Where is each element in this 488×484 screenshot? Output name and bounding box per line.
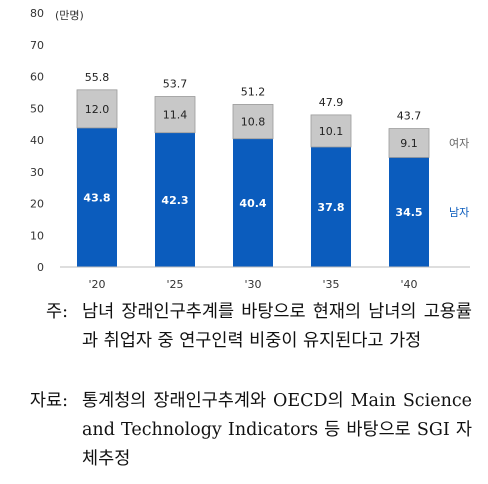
source-text: 통계청의 장래인구추계와 OECD의 Main Science and Tech… — [82, 391, 472, 469]
bar-male — [155, 132, 195, 267]
bar-male — [233, 138, 273, 267]
data-label-female: 11.4 — [163, 109, 188, 122]
data-label-total: 53.7 — [163, 78, 188, 91]
x-tick-label: '40 — [400, 278, 417, 291]
data-label-male: 40.4 — [239, 197, 266, 210]
data-label-total: 47.9 — [319, 96, 344, 109]
bar-male — [389, 157, 429, 267]
y-tick-label: 0 — [37, 261, 44, 274]
y-axis: 0 10 20 30 40 50 60 70 80 — [30, 7, 44, 274]
y-tick-label: 40 — [30, 134, 44, 147]
y-tick-label: 80 — [30, 7, 44, 20]
y-tick-label: 50 — [30, 102, 44, 115]
bar-female — [310, 114, 352, 148]
data-label-male: 43.8 — [83, 191, 110, 204]
legend-male: 남자 — [449, 206, 469, 219]
note-label: 주: — [46, 302, 68, 322]
data-label-female: 10.1 — [319, 125, 344, 138]
note-text: 남녀 장래인구추계를 바탕으로 현재의 남녀의 고용률과 취업자 중 연구인력 … — [82, 302, 472, 351]
data-label-total: 55.8 — [85, 71, 110, 84]
bar-female — [76, 89, 118, 129]
x-axis: '20 '25 '30 '35 '40 — [60, 266, 470, 291]
x-tick-label: '30 — [244, 278, 261, 291]
data-label-total: 51.2 — [241, 85, 266, 98]
data-label-male: 37.8 — [317, 201, 344, 214]
data-label-male: 34.5 — [395, 206, 422, 219]
data-label-total: 43.7 — [397, 110, 422, 123]
x-tick-label: '35 — [322, 278, 339, 291]
bar-female — [232, 104, 274, 140]
y-tick-label: 10 — [30, 229, 44, 242]
data-label-female: 9.1 — [400, 137, 418, 150]
y-tick-label: 20 — [30, 198, 44, 211]
bars: 43.8 12.0 55.8 42.3 11.4 53.7 40.4 10.8 51.2 37.8… — [76, 71, 430, 267]
y-tick-label: 70 — [30, 39, 44, 52]
data-label-female: 12.0 — [85, 103, 110, 116]
x-tick-label: '25 — [166, 278, 183, 291]
x-tick-label: '20 — [88, 278, 105, 291]
bar-female — [154, 96, 196, 134]
source-label: 자료: — [29, 391, 68, 411]
unit-label: (만명) — [55, 9, 84, 22]
y-tick-label: 60 — [30, 71, 44, 84]
bar-female — [388, 128, 430, 158]
bar-male — [311, 146, 351, 267]
footnotes: 주: 남녀 장래인구추계를 바탕으로 현재의 남녀의 고용률과 취업자 중 연구… — [0, 296, 488, 484]
data-label-male: 42.3 — [161, 194, 188, 207]
legend-female: 여자 — [449, 137, 469, 150]
data-label-female: 10.8 — [241, 116, 266, 129]
y-tick-label: 30 — [30, 166, 44, 179]
chart: (만명) 0 10 20 30 40 50 60 70 80 43.8 12.0 55.8 42.3 1… — [30, 7, 470, 291]
bar-male — [77, 127, 117, 267]
